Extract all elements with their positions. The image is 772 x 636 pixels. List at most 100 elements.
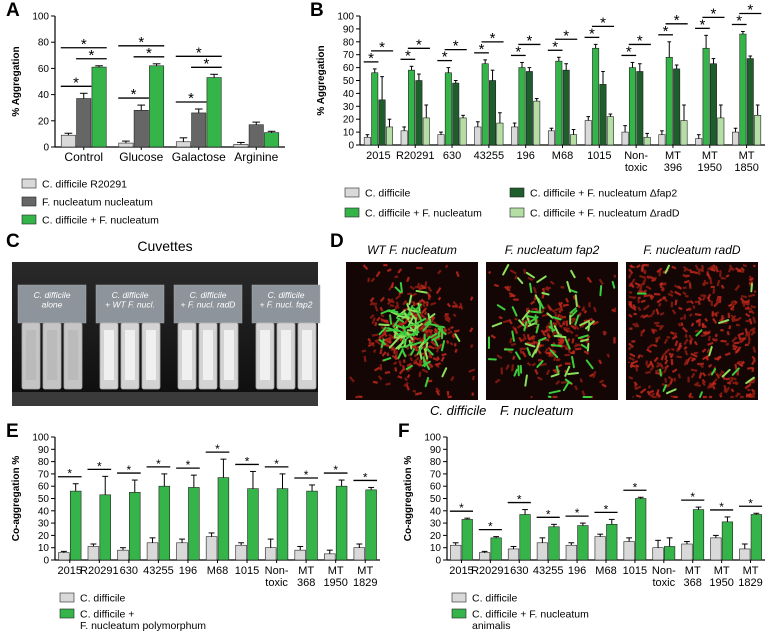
red-cell: [514, 275, 518, 280]
red-cell: [369, 314, 375, 320]
red-cell: [377, 375, 383, 381]
green-cell: [550, 373, 560, 378]
green-cell: [394, 323, 405, 330]
red-cell: [413, 312, 419, 317]
green-cell: [422, 356, 426, 368]
green-cell: [580, 343, 588, 350]
green-cell: [410, 348, 415, 356]
photo-floor: [12, 392, 318, 406]
red-cell: [661, 383, 666, 387]
bar: [91, 66, 107, 148]
red-cell: [691, 270, 699, 275]
cuvette-window: [203, 330, 213, 380]
red-cell: [488, 270, 492, 275]
red-cell: [446, 302, 452, 308]
bar: [490, 537, 502, 561]
red-cell: [751, 330, 756, 335]
red-cell: [727, 303, 733, 308]
red-cell: [694, 264, 700, 271]
bar: [206, 77, 222, 148]
red-cell: [447, 330, 453, 335]
red-cell: [398, 368, 405, 375]
red-cell: [541, 313, 549, 318]
bar: [606, 524, 618, 561]
red-cell: [682, 286, 687, 290]
red-cell: [557, 338, 564, 343]
green-cell: [750, 282, 754, 293]
bar: [695, 138, 703, 146]
green-cell: [570, 309, 578, 318]
red-cell: [656, 298, 663, 304]
red-cell: [511, 364, 515, 372]
bar: [191, 112, 207, 148]
green-cell: [408, 294, 413, 305]
legend-swatch: [451, 592, 467, 603]
y-tick-label: 80: [430, 457, 442, 468]
red-cell: [751, 355, 756, 361]
bar: [673, 68, 681, 146]
red-cell: [392, 361, 398, 366]
red-cell: [412, 358, 418, 363]
green-cell: [577, 334, 589, 340]
green-cell: [416, 346, 423, 356]
red-cell: [734, 284, 741, 292]
y-tick-label: 30: [430, 519, 442, 530]
red-cell: [648, 389, 655, 394]
green-cell: [548, 389, 561, 395]
x-tick-label: 1015: [587, 150, 611, 162]
red-cell: [450, 325, 454, 330]
red-cell: [701, 323, 707, 329]
red-cell: [412, 336, 419, 341]
cuvette-label-box: [95, 284, 165, 324]
red-cell: [751, 327, 756, 332]
red-cell: [633, 381, 638, 386]
bar: [306, 490, 318, 561]
red-cell: [573, 343, 581, 348]
red-cell: [468, 368, 476, 373]
green-cell: [518, 319, 525, 327]
red-cell: [692, 305, 696, 310]
bar: [118, 142, 134, 148]
red-cell: [469, 327, 474, 333]
bar: [652, 547, 664, 561]
green-cell: [721, 368, 731, 378]
significance-label: *: [215, 442, 220, 456]
red-cell: [575, 347, 582, 351]
red-cell: [562, 344, 569, 350]
micrograph-legend: C. difficile: [430, 403, 486, 418]
significance-label: *: [67, 467, 72, 481]
green-cell: [536, 275, 547, 284]
red-cell: [556, 363, 563, 368]
green-cell: [745, 376, 755, 385]
red-cell: [368, 341, 376, 347]
red-cell: [447, 327, 451, 332]
red-cell: [744, 331, 751, 338]
significance-label: *: [156, 457, 161, 471]
legend-label: C. difficile + F. nucleatum Δfap2: [530, 188, 677, 200]
red-cell: [725, 377, 731, 381]
bar: [481, 63, 489, 146]
green-cell: [548, 325, 556, 332]
red-cell: [565, 297, 570, 303]
red-cell: [684, 294, 689, 298]
red-cell: [628, 313, 632, 318]
red-cell: [435, 389, 441, 396]
x-tick-label: 630: [443, 150, 461, 162]
cuvette-window: [68, 330, 78, 380]
bar: [87, 546, 100, 561]
green-cell: [585, 359, 594, 370]
significance-label: *: [138, 34, 144, 51]
red-cell: [678, 306, 683, 311]
green-cell: [435, 325, 445, 329]
bar: [636, 71, 644, 146]
legend-swatch: [21, 178, 37, 189]
y-tick-label: 60: [38, 64, 50, 75]
bar: [665, 56, 673, 146]
red-cell: [629, 264, 634, 269]
red-cell: [645, 370, 651, 375]
red-cell: [581, 307, 586, 312]
bar: [452, 82, 460, 146]
red-cell: [449, 342, 454, 346]
bar: [217, 477, 230, 561]
legend-label: C. difficile: [472, 593, 517, 605]
